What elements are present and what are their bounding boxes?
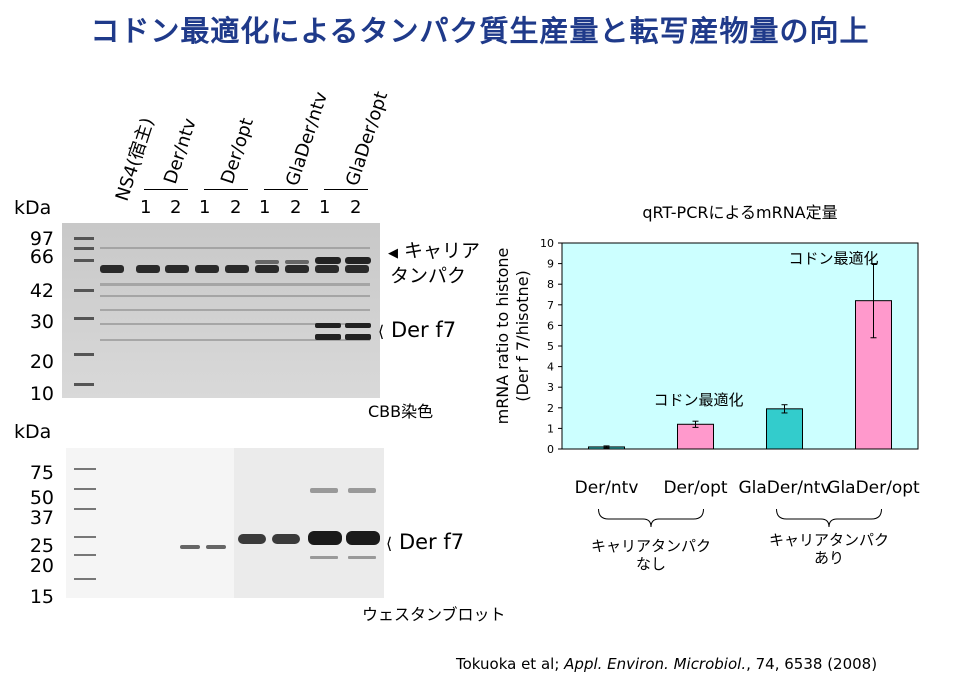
cbb-marker-42: 42 <box>29 280 54 302</box>
bar-der-opt <box>677 423 714 450</box>
western-marker-20: 20 <box>29 555 54 577</box>
lane-label-der-opt: Der/opt <box>217 115 258 187</box>
western-blot-image <box>66 448 384 598</box>
annotation-codon-opt-der: コドン最適化 <box>653 391 743 409</box>
western-marker-25: 25 <box>29 535 54 557</box>
lane-number: 1 <box>199 197 211 218</box>
citation-authors: Tokuoka et al; <box>456 655 565 673</box>
group-with-carrier-line2: あり <box>814 549 844 567</box>
slide-title: コドン最適化によるタンパク質生産量と転写産物量の向上 <box>90 14 870 48</box>
cbb-der-f7-label: ⟨ Der f7 <box>378 318 457 342</box>
y-tick-label: 9 <box>547 258 554 271</box>
y-tick-label: 7 <box>547 299 554 312</box>
citation-volume: , 74, 6538 (2008) <box>746 655 878 673</box>
carrier-protein-label: ◀ キャリア タンパク <box>388 240 481 287</box>
western-caption: ウェスタンブロット <box>362 605 506 624</box>
cbb-marker-30: 30 <box>29 311 54 333</box>
x-category-label: Der/ntv <box>575 478 639 498</box>
cbb-caption: CBB染色 <box>368 402 434 421</box>
lane-group-line <box>144 189 188 190</box>
lane-number: 1 <box>319 197 331 218</box>
y-tick-label: 0 <box>547 443 554 456</box>
lane-number: 1 <box>140 197 152 218</box>
western-marker-37: 37 <box>29 507 54 529</box>
cbb-gel-image <box>62 223 380 398</box>
lane-number: 1 <box>259 197 271 218</box>
western-marker-15: 15 <box>29 586 54 608</box>
lane-group-line <box>324 189 368 190</box>
annotation-codon-opt-gladerr: コドン最適化 <box>788 250 878 268</box>
cbb-marker-97: 97 <box>29 228 54 250</box>
brace-group-with-carrier <box>776 508 882 528</box>
lane-number: 2 <box>290 197 302 218</box>
y-tick-label: 1 <box>547 422 554 435</box>
y-tick-label: 5 <box>547 340 554 353</box>
lane-label-gladeropt: GlaDer/opt <box>342 88 393 189</box>
y-tick-label: 8 <box>547 278 554 291</box>
y-tick-label: 6 <box>547 319 554 332</box>
x-category-label: GlaDer/opt <box>827 478 920 498</box>
lane-number: 2 <box>350 197 362 218</box>
lane-group-line <box>264 189 308 190</box>
cbb-marker-10: 10 <box>29 383 54 405</box>
carrier-label-line1: キャリア <box>404 240 481 262</box>
citation-journal: Appl. Environ. Microbiol. <box>564 655 747 673</box>
lane-label-der-ntv: Der/ntv <box>160 115 201 187</box>
western-marker-75: 75 <box>29 462 54 484</box>
brace-group-no-carrier <box>598 508 704 528</box>
carrier-label-line2: タンパク <box>390 265 467 287</box>
group-no-carrier-line2: なし <box>636 555 666 573</box>
y-axis-label-line2: (Der f 7/hisotne) <box>513 270 532 402</box>
lane-label-ns4: NS4(宿主) <box>111 115 159 204</box>
y-tick-label: 3 <box>547 381 554 394</box>
citation: Tokuoka et al; Appl. Environ. Microbiol.… <box>456 655 877 673</box>
western-der-f7-label: ⟨ Der f7 <box>386 530 465 554</box>
cbb-kda-unit: kDa <box>14 197 52 219</box>
cbb-der-f7-text: Der f7 <box>390 318 457 342</box>
y-axis-label-line1: mRNA ratio to histone <box>493 248 512 425</box>
y-tick-label: 2 <box>547 402 554 415</box>
y-tick-label: 4 <box>547 361 554 374</box>
mrna-bar-chart: qRT-PCRによるmRNA定量 0 1 2 3 4 5 6 7 8 9 10 mRNA ratio t… <box>493 203 920 573</box>
bar-glader-ntv <box>766 408 803 450</box>
y-tick-label: 10 <box>540 237 554 250</box>
western-marker-50: 50 <box>29 487 54 509</box>
lane-group-line <box>204 189 248 190</box>
cbb-marker-20: 20 <box>29 351 54 373</box>
lane-number: 2 <box>230 197 242 218</box>
x-category-label: GlaDer/ntv <box>738 478 830 498</box>
lane-number: 2 <box>170 197 182 218</box>
group-no-carrier-line1: キャリアタンパク <box>591 537 711 555</box>
x-category-label: Der/opt <box>663 478 727 498</box>
chart-title: qRT-PCRによるmRNA定量 <box>642 203 837 222</box>
group-with-carrier-line1: キャリアタンパク <box>769 531 889 549</box>
western-kda-unit: kDa <box>14 421 52 443</box>
western-der-f7-text: Der f7 <box>398 530 465 554</box>
cbb-marker-66: 66 <box>29 246 54 268</box>
lane-label-gladerntv: GlaDer/ntv <box>282 89 333 189</box>
